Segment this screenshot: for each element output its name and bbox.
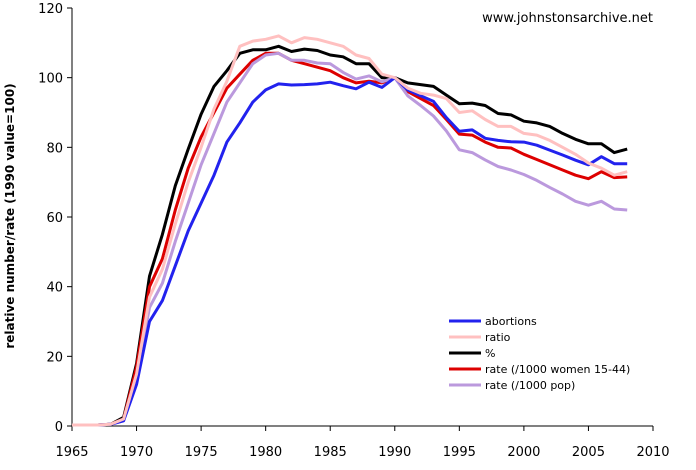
x-tick-label: 1965	[55, 445, 88, 460]
x-tick-label: 2000	[507, 445, 540, 460]
x-tick-label: 1985	[314, 445, 347, 460]
legend-label: %	[485, 347, 495, 360]
y-tick-label: 60	[46, 211, 63, 226]
series-line-3	[72, 51, 628, 427]
x-tick-label: 1980	[249, 445, 282, 460]
x-tick-label: 1975	[185, 445, 218, 460]
legend-label: rate (/1000 pop)	[485, 379, 575, 392]
legend-label: abortions	[485, 315, 537, 328]
legend-label: ratio	[485, 331, 511, 344]
y-ticks: 0 20 40 60 80 100 120	[38, 2, 72, 435]
series-line-4	[72, 51, 628, 427]
x-ticks: 1965 1970 1975 1980 1985 1990 1995 2000 2005 2010	[55, 426, 670, 460]
y-tick-label: 0	[55, 420, 63, 435]
legend-label: rate (/1000 women 15-44)	[485, 363, 630, 376]
series-lines	[72, 34, 628, 427]
x-tick-label: 1990	[378, 445, 411, 460]
y-tick-label: 20	[46, 350, 63, 365]
x-tick-label: 2005	[572, 445, 605, 460]
y-axis-label: relative number/rate (1990 value=100)	[3, 83, 17, 348]
x-tick-label: 1995	[443, 445, 476, 460]
watermark-annotation: www.johnstonsarchive.net	[482, 11, 653, 26]
x-tick-label: 1970	[120, 445, 153, 460]
y-tick-label: 120	[38, 2, 63, 17]
y-tick-label: 100	[38, 72, 63, 87]
series-line-1	[72, 34, 628, 427]
series-line-0	[72, 76, 628, 427]
series-line-2	[72, 44, 628, 427]
y-tick-label: 80	[46, 141, 63, 156]
x-tick-label: 2010	[636, 445, 669, 460]
y-tick-label: 40	[46, 281, 63, 296]
legend: abortions ratio% rate (/1000 women 15-44) r…	[449, 315, 630, 392]
